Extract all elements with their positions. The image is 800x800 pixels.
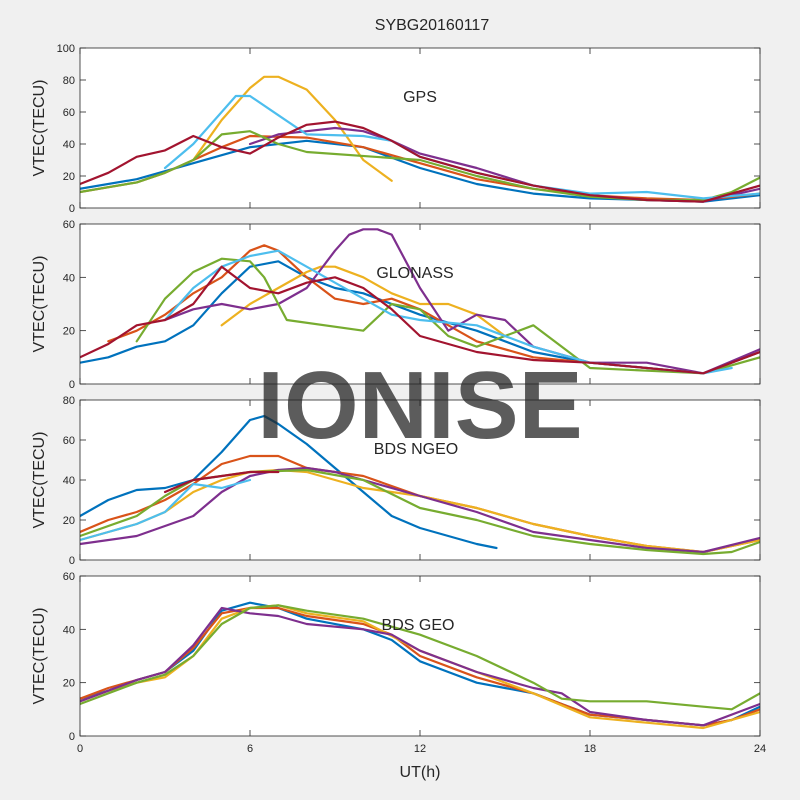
panel-label: GLONASS bbox=[376, 265, 453, 282]
y-tick-label: 0 bbox=[69, 379, 75, 391]
series-line-3 bbox=[80, 604, 760, 730]
y-tick-label: 40 bbox=[63, 272, 75, 284]
series-line-5 bbox=[80, 604, 760, 711]
y-tick-label: 40 bbox=[63, 624, 75, 636]
subplot-2: 0 20 40 60 VTEC(TECU) GLONASS bbox=[31, 219, 761, 391]
series-group bbox=[80, 228, 760, 375]
series-line-3 bbox=[192, 75, 393, 182]
y-tick-label: 0 bbox=[69, 731, 75, 743]
y-tick-label: 0 bbox=[69, 555, 75, 567]
y-axis-label: VTEC(TECU) bbox=[31, 80, 48, 177]
plot-area bbox=[80, 48, 760, 208]
y-tick-label: 60 bbox=[63, 107, 75, 119]
series-line-1 bbox=[80, 414, 498, 550]
series-line-4 bbox=[80, 606, 760, 727]
y-tick-label: 20 bbox=[63, 171, 75, 183]
series-line-4 bbox=[80, 466, 760, 554]
subplot-3: 0 20 40 60 80 VTEC(TECU) BDS NGEO bbox=[31, 395, 761, 567]
series-group bbox=[80, 414, 760, 556]
x-axis-label: UT(h) bbox=[400, 764, 441, 781]
x-tick-label: 0 bbox=[77, 743, 83, 755]
series-line-5 bbox=[80, 468, 760, 556]
y-tick-label: 20 bbox=[63, 515, 75, 527]
y-tick-label: 80 bbox=[63, 75, 75, 87]
y-axis-label: VTEC(TECU) bbox=[31, 256, 48, 353]
y-tick-label: 80 bbox=[63, 395, 75, 407]
y-tick-label: 0 bbox=[69, 203, 75, 215]
x-tick-label: 18 bbox=[584, 743, 596, 755]
y-tick-label: 60 bbox=[63, 219, 75, 231]
y-axis-label: VTEC(TECU) bbox=[31, 608, 48, 705]
y-tick-label: 100 bbox=[57, 43, 75, 55]
y-axis-label: VTEC(TECU) bbox=[31, 432, 48, 529]
series-group bbox=[80, 75, 760, 203]
series-line-5 bbox=[135, 257, 760, 375]
x-tick-label: 6 bbox=[247, 743, 253, 755]
series-line-7 bbox=[80, 120, 760, 203]
series-line-7 bbox=[80, 265, 760, 375]
series-group bbox=[80, 601, 760, 730]
watermark-text: IONISE bbox=[257, 352, 582, 459]
series-line-6 bbox=[80, 478, 252, 542]
y-tick-label: 40 bbox=[63, 139, 75, 151]
x-tick-label: 12 bbox=[414, 743, 426, 755]
x-tick-label: 24 bbox=[754, 743, 766, 755]
panel-label: BDS NGEO bbox=[374, 441, 458, 458]
y-tick-label: 60 bbox=[63, 435, 75, 447]
subplot-4: 0 20 40 60 0 6 12 18 24 VTEC(TECU) BDS GEO bbox=[31, 571, 766, 755]
series-line-3 bbox=[220, 265, 507, 338]
y-tick-label: 20 bbox=[63, 326, 75, 338]
y-tick-label: 40 bbox=[63, 475, 75, 487]
y-tick-label: 60 bbox=[63, 571, 75, 583]
y-tick-label: 20 bbox=[63, 678, 75, 690]
figure-title: SYBG20160117 bbox=[375, 17, 490, 34]
series-line-7 bbox=[163, 470, 280, 494]
subplot-1: 0 20 40 60 80 100 VTEC(TECU) GPS bbox=[31, 43, 761, 215]
series-line-6 bbox=[163, 94, 760, 200]
panel-label: BDS GEO bbox=[382, 617, 455, 634]
panel-label: GPS bbox=[403, 89, 437, 106]
